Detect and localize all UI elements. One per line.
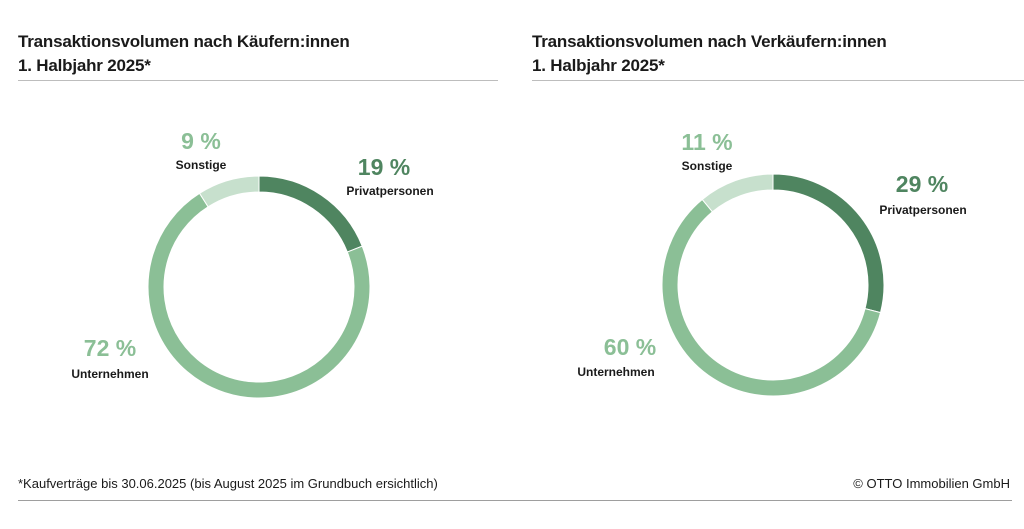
chart-title-line1: Transaktionsvolumen nach Käufern:innen: [18, 32, 350, 51]
value-label-unternehmen: 60 %: [604, 334, 656, 360]
chart-title: Transaktionsvolumen nach Verkäufern:inne…: [532, 30, 887, 78]
slice-sonstige: [198, 175, 260, 208]
copyright: © OTTO Immobilien GmbH: [853, 476, 1010, 491]
slice-sonstige: [701, 173, 774, 213]
footer-divider: [18, 500, 1012, 501]
footnote: *Kaufverträge bis 30.06.2025 (bis August…: [18, 476, 438, 491]
value-label-sonstige: 11 %: [681, 129, 732, 155]
value-label-sonstige: 9 %: [181, 128, 221, 154]
donut-chart-sellers: 29 % Privatpersonen 60 % Unternehmen 11 % Son…: [577, 129, 967, 397]
slice-privatpersonen: [772, 173, 885, 314]
value-label-privatpersonen: 19 %: [358, 154, 410, 180]
title-divider: [532, 80, 1024, 81]
category-label-unternehmen: Unternehmen: [71, 367, 148, 381]
chart-title-line2: 1. Halbjahr 2025*: [532, 56, 665, 75]
slice-unternehmen: [147, 192, 371, 399]
value-label-privatpersonen: 29 %: [896, 171, 948, 197]
chart-title-line1: Transaktionsvolumen nach Verkäufern:inne…: [532, 32, 887, 51]
category-label-privatpersonen: Privatpersonen: [346, 184, 433, 198]
category-label-sonstige: Sonstige: [176, 158, 227, 172]
title-divider: [18, 80, 498, 81]
chart-title: Transaktionsvolumen nach Käufern:innen 1…: [18, 30, 350, 78]
donut-chart-buyers: 19 % Privatpersonen 72 % Unternehmen 9 % Sons…: [71, 128, 434, 399]
category-label-unternehmen: Unternehmen: [577, 365, 654, 379]
category-label-sonstige: Sonstige: [682, 159, 733, 173]
chart-sellers: Transaktionsvolumen nach Verkäufern:inne…: [532, 0, 1024, 460]
slice-unternehmen: [661, 198, 882, 397]
value-label-unternehmen: 72 %: [84, 335, 136, 361]
category-label-privatpersonen: Privatpersonen: [879, 203, 966, 217]
chart-title-line2: 1. Halbjahr 2025*: [18, 56, 151, 75]
chart-buyers: Transaktionsvolumen nach Käufern:innen 1…: [18, 0, 498, 460]
